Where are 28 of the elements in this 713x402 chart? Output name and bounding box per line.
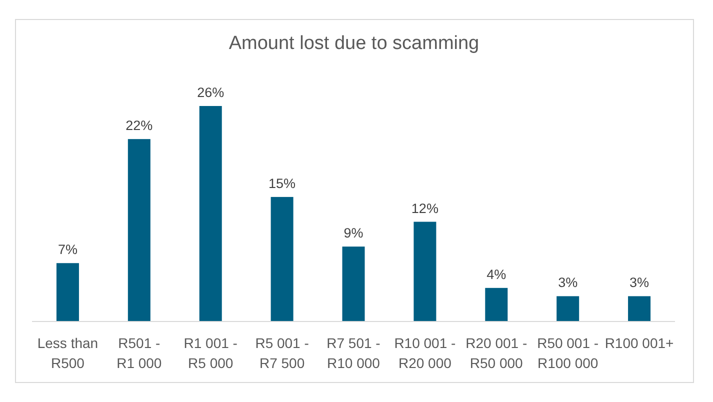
bar xyxy=(628,296,651,321)
bar xyxy=(270,196,294,321)
bar xyxy=(128,139,150,321)
bar xyxy=(414,222,436,321)
data-label: 3% xyxy=(558,275,578,290)
data-label: 26% xyxy=(197,85,224,100)
bar xyxy=(56,263,79,321)
x-tick-label: R501 - R1 000 xyxy=(116,335,162,371)
bar xyxy=(485,288,508,321)
x-tick-label: R1 001 - R5 000 xyxy=(184,335,238,371)
data-label: 15% xyxy=(268,176,296,191)
bar xyxy=(342,246,365,321)
x-tick-label: R7 501 - R10 000 xyxy=(326,335,381,371)
data-label: 7% xyxy=(58,242,78,258)
chart-title: Amount lost due to scamming xyxy=(228,33,480,54)
data-label: 4% xyxy=(486,266,506,282)
x-tick-label: R20 001 - R50 000 xyxy=(466,335,528,371)
data-label: 3% xyxy=(630,275,650,290)
x-tick-label: R100 001+ xyxy=(604,335,674,351)
data-label: 22% xyxy=(126,118,153,134)
x-tick-label: Less than R500 xyxy=(37,335,98,371)
x-tick-label: R5 001 - R7 500 xyxy=(255,335,310,371)
data-label: 9% xyxy=(344,226,364,241)
x-tick-label: R50 001 - R100 000 xyxy=(537,335,599,371)
x-tick-label: R10 001 - R20 000 xyxy=(394,335,456,371)
bar xyxy=(556,296,580,321)
data-label: 12% xyxy=(411,200,438,216)
bar xyxy=(199,106,222,321)
